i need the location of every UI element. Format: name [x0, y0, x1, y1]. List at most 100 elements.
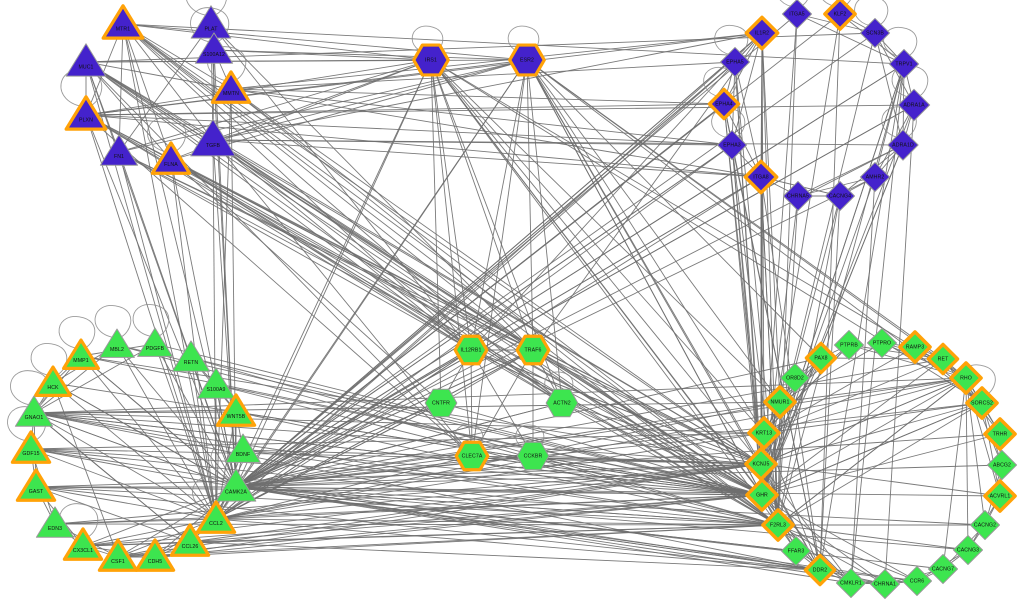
- graph-node[interactable]: CACNG3: [952, 534, 984, 566]
- triangle-node-shape[interactable]: [169, 523, 211, 557]
- triangle-node-shape[interactable]: [62, 338, 100, 370]
- graph-node[interactable]: IL1R2: [744, 15, 780, 51]
- diamond-node-shape[interactable]: [888, 48, 920, 80]
- graph-node[interactable]: SCN3B: [859, 17, 891, 49]
- graph-node[interactable]: CHRNA5: [782, 180, 814, 212]
- diamond-node-shape[interactable]: [859, 17, 891, 49]
- graph-node[interactable]: MBL2: [99, 328, 135, 358]
- diamond-node-shape[interactable]: [824, 180, 856, 212]
- triangle-node-shape[interactable]: [34, 365, 72, 397]
- diamond-node-shape[interactable]: [761, 508, 795, 542]
- triangle-node-shape[interactable]: [196, 367, 236, 399]
- triangle-node-shape[interactable]: [64, 95, 108, 131]
- graph-node[interactable]: TRAF6: [515, 334, 551, 366]
- diamond-node-shape[interactable]: [833, 329, 865, 361]
- diamond-node-shape[interactable]: [969, 509, 1001, 541]
- graph-node[interactable]: ITGA8: [743, 159, 779, 195]
- triangle-node-shape[interactable]: [65, 43, 107, 77]
- diamond-node-shape[interactable]: [927, 553, 959, 585]
- graph-node[interactable]: MMTN: [210, 70, 252, 104]
- graph-node[interactable]: SORCS2: [965, 386, 999, 420]
- diamond-node-shape[interactable]: [745, 478, 779, 512]
- graph-node[interactable]: PTPRO: [866, 327, 898, 359]
- diamond-node-shape[interactable]: [743, 159, 779, 195]
- triangle-node-shape[interactable]: [194, 32, 234, 64]
- diamond-node-shape[interactable]: [952, 534, 984, 566]
- graph-node[interactable]: IRS1: [412, 43, 450, 77]
- triangle-node-shape[interactable]: [171, 340, 211, 372]
- diamond-node-shape[interactable]: [859, 161, 891, 193]
- diamond-node-shape[interactable]: [866, 327, 898, 359]
- graph-node[interactable]: MTR1: [101, 4, 145, 40]
- triangle-node-shape[interactable]: [99, 134, 139, 166]
- graph-node[interactable]: CACNG4: [824, 180, 856, 212]
- diamond-node-shape[interactable]: [744, 15, 780, 51]
- diamond-node-shape[interactable]: [803, 553, 837, 587]
- graph-node[interactable]: ACVRL1: [983, 479, 1017, 513]
- graph-node[interactable]: GAST: [15, 468, 57, 502]
- hexagon-node-shape[interactable]: [516, 441, 550, 471]
- triangle-node-shape[interactable]: [150, 141, 192, 175]
- diamond-node-shape[interactable]: [926, 342, 960, 376]
- graph-node[interactable]: ESR2: [508, 43, 546, 77]
- diamond-node-shape[interactable]: [983, 479, 1017, 513]
- graph-node[interactable]: CHRNA1: [869, 568, 901, 600]
- triangle-node-shape[interactable]: [101, 4, 145, 40]
- graph-node[interactable]: TRPV1: [888, 48, 920, 80]
- diamond-node-shape[interactable]: [716, 129, 748, 161]
- diamond-node-shape[interactable]: [901, 565, 933, 597]
- hexagon-node-shape[interactable]: [515, 334, 551, 366]
- triangle-node-shape[interactable]: [210, 70, 252, 104]
- diamond-node-shape[interactable]: [779, 362, 811, 394]
- graph-node[interactable]: ITGA5: [781, 0, 813, 30]
- graph-node[interactable]: GNAO1: [14, 395, 54, 427]
- graph-node[interactable]: IL12RB1: [453, 334, 489, 366]
- graph-node[interactable]: EDN3: [35, 506, 75, 538]
- graph-node[interactable]: RAMP3: [898, 330, 932, 364]
- triangle-node-shape[interactable]: [10, 430, 52, 464]
- diamond-node-shape[interactable]: [804, 341, 838, 375]
- triangle-node-shape[interactable]: [215, 468, 257, 502]
- diamond-node-shape[interactable]: [898, 330, 932, 364]
- graph-node[interactable]: CCR6: [901, 565, 933, 597]
- triangle-node-shape[interactable]: [14, 395, 54, 427]
- diamond-node-shape[interactable]: [707, 87, 741, 121]
- graph-node[interactable]: PDGFB: [137, 327, 173, 357]
- diamond-node-shape[interactable]: [782, 180, 814, 212]
- triangle-node-shape[interactable]: [97, 538, 139, 572]
- diamond-node-shape[interactable]: [719, 46, 751, 78]
- diamond-node-shape[interactable]: [763, 385, 797, 419]
- graph-node[interactable]: GDF15: [10, 430, 52, 464]
- hexagon-node-shape[interactable]: [412, 43, 450, 77]
- triangle-node-shape[interactable]: [134, 538, 176, 572]
- hexagon-node-shape[interactable]: [454, 440, 490, 472]
- graph-node[interactable]: RHO: [949, 361, 983, 395]
- hexagon-node-shape[interactable]: [508, 43, 546, 77]
- diamond-node-shape[interactable]: [965, 386, 999, 420]
- diamond-node-shape[interactable]: [983, 417, 1017, 451]
- triangle-node-shape[interactable]: [195, 500, 237, 534]
- diamond-node-shape[interactable]: [823, 0, 857, 31]
- triangle-node-shape[interactable]: [225, 433, 261, 463]
- diamond-node-shape[interactable]: [986, 449, 1018, 481]
- triangle-node-shape[interactable]: [137, 327, 173, 357]
- diamond-node-shape[interactable]: [949, 361, 983, 395]
- hexagon-node-shape[interactable]: [424, 388, 458, 418]
- hexagon-node-shape[interactable]: [453, 334, 489, 366]
- diamond-node-shape[interactable]: [887, 129, 919, 161]
- triangle-node-shape[interactable]: [190, 118, 236, 157]
- graph-node[interactable]: MUC1: [65, 43, 107, 77]
- graph-node[interactable]: AMHR2: [859, 161, 891, 193]
- diamond-node-shape[interactable]: [897, 88, 931, 122]
- diamond-node-shape[interactable]: [780, 535, 812, 567]
- triangle-node-shape[interactable]: [99, 328, 135, 358]
- graph-node[interactable]: CLEC7A: [454, 440, 490, 472]
- diamond-node-shape[interactable]: [869, 568, 901, 600]
- triangle-node-shape[interactable]: [215, 393, 257, 427]
- triangle-node-shape[interactable]: [35, 506, 75, 538]
- triangle-node-shape[interactable]: [15, 468, 57, 502]
- triangle-node-shape[interactable]: [62, 527, 104, 561]
- diamond-node-shape[interactable]: [781, 0, 813, 30]
- diamond-node-shape[interactable]: [747, 416, 781, 450]
